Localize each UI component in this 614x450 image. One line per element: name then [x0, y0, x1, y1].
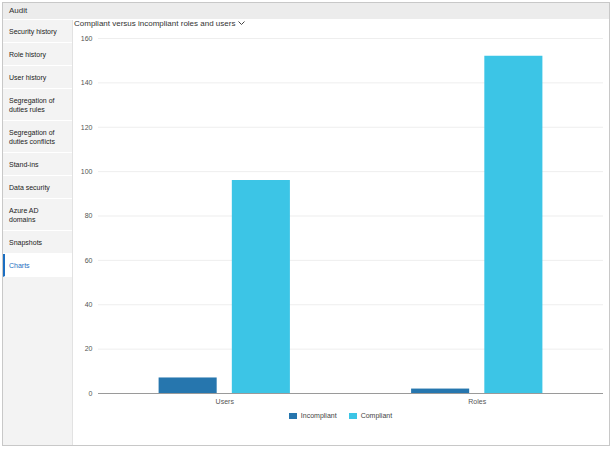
svg-text:0: 0 — [89, 390, 93, 397]
html-text:User history: User history — [9, 74, 47, 81]
svg-text:100: 100 — [81, 168, 93, 175]
svg-text:Users: Users — [216, 398, 235, 405]
html-text:Data security: Data security — [9, 184, 50, 191]
html-text:Role history: Role history — [9, 51, 46, 58]
html-text:Security history: Security history — [9, 28, 57, 35]
html-text:Segregation of duties conflict: Segregation of duties conflicts — [9, 129, 55, 145]
svg-text:120: 120 — [81, 123, 93, 130]
html-text:Compliant: Compliant — [360, 412, 393, 419]
svg-text:40: 40 — [85, 301, 93, 308]
svg-text:140: 140 — [81, 79, 93, 86]
html-text:Audit: Audit — [9, 6, 28, 15]
svg-text:160: 160 — [81, 35, 93, 42]
html-text:Snapshots: Snapshots — [9, 239, 43, 246]
svg-text:Roles: Roles — [468, 398, 486, 405]
svg-text:80: 80 — [85, 212, 93, 219]
html-text:Segregation of duties rules: Segregation of duties rules — [9, 97, 55, 113]
html-text:Incompliant: Incompliant — [300, 412, 337, 419]
html-text:Azure AD domains: Azure AD domains — [9, 207, 39, 223]
html-text:Compliant versus incompliant r: Compliant versus incompliant roles and u… — [74, 19, 236, 28]
svg-text:60: 60 — [85, 257, 93, 264]
html-text:Charts: Charts — [9, 262, 30, 269]
svg-text:20: 20 — [85, 345, 93, 352]
html-text:Stand-ins: Stand-ins — [9, 161, 39, 168]
